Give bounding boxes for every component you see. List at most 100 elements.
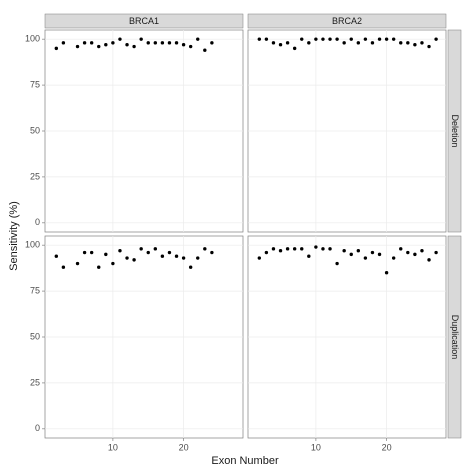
point xyxy=(264,250,269,255)
point xyxy=(399,41,403,45)
point xyxy=(370,41,375,45)
point xyxy=(111,261,115,266)
point xyxy=(377,37,382,41)
point xyxy=(342,41,346,45)
strip xyxy=(447,29,462,233)
point xyxy=(328,37,332,41)
point xyxy=(399,247,403,251)
point xyxy=(434,250,438,255)
point xyxy=(132,258,136,262)
point xyxy=(300,37,304,41)
point xyxy=(167,250,172,255)
point xyxy=(314,245,318,249)
y-tick-label: 25 xyxy=(30,171,40,181)
point xyxy=(307,254,311,258)
point xyxy=(342,248,346,253)
point xyxy=(125,256,129,260)
y-tick-label: 0 xyxy=(35,217,40,227)
point xyxy=(349,37,353,41)
point xyxy=(75,44,80,49)
point xyxy=(61,41,66,45)
x-axis-title: Exon Number xyxy=(211,455,279,467)
point xyxy=(104,252,108,257)
strip xyxy=(447,235,462,439)
point xyxy=(363,37,368,41)
y-tick-label: 75 xyxy=(30,285,40,295)
point xyxy=(278,42,283,47)
point xyxy=(420,41,424,45)
point xyxy=(139,37,143,41)
point xyxy=(160,41,165,45)
strip-label: BRCA2 xyxy=(332,16,362,26)
strip xyxy=(247,13,447,29)
point xyxy=(307,41,311,45)
point xyxy=(384,271,389,275)
point xyxy=(264,37,269,41)
point xyxy=(292,46,297,51)
point xyxy=(174,254,179,258)
point xyxy=(391,256,396,260)
point xyxy=(89,250,94,255)
point xyxy=(370,250,375,255)
point xyxy=(125,42,129,47)
point xyxy=(210,41,214,45)
point xyxy=(434,37,438,41)
x-tick-label: 20 xyxy=(179,442,189,452)
point xyxy=(153,247,158,251)
strip-label: BRCA1 xyxy=(129,16,159,26)
point xyxy=(203,247,207,251)
strip-label: Duplication xyxy=(450,315,460,360)
point xyxy=(406,250,410,255)
point xyxy=(328,247,332,251)
point xyxy=(82,41,87,45)
point xyxy=(356,41,361,45)
point xyxy=(146,250,150,255)
point xyxy=(314,37,318,41)
point xyxy=(54,46,59,51)
y-tick-label: 50 xyxy=(30,331,40,341)
point xyxy=(97,44,101,49)
point xyxy=(257,37,262,41)
x-tick-label: 10 xyxy=(108,442,118,452)
point xyxy=(104,42,108,47)
strip-label: Deletion xyxy=(450,114,460,147)
point xyxy=(278,248,283,253)
point xyxy=(300,247,304,251)
point xyxy=(413,252,417,257)
point xyxy=(427,258,431,262)
point xyxy=(196,37,200,41)
point xyxy=(196,256,200,260)
strip xyxy=(44,13,244,29)
y-tick-label: 25 xyxy=(30,377,40,387)
point xyxy=(188,265,193,269)
point xyxy=(427,44,431,49)
point xyxy=(356,248,361,253)
y-axis-title: Sensitivity (%) xyxy=(8,201,20,271)
point xyxy=(111,41,115,45)
point xyxy=(257,256,262,260)
point xyxy=(82,250,87,255)
point xyxy=(406,41,410,45)
point xyxy=(97,265,101,269)
point xyxy=(54,254,59,258)
point xyxy=(89,41,94,45)
point xyxy=(285,41,290,45)
point xyxy=(271,41,276,45)
point xyxy=(188,44,193,49)
point xyxy=(321,247,325,251)
point xyxy=(285,247,290,251)
y-tick-label: 50 xyxy=(30,125,40,135)
point xyxy=(181,256,186,260)
point xyxy=(210,250,214,255)
point xyxy=(160,254,165,258)
point xyxy=(203,48,207,52)
point xyxy=(292,247,297,251)
x-tick-label: 20 xyxy=(382,442,392,452)
point xyxy=(391,37,396,41)
x-tick-label: 10 xyxy=(311,442,321,452)
point xyxy=(75,261,80,266)
point xyxy=(420,248,424,253)
point xyxy=(321,37,325,41)
y-tick-label: 100 xyxy=(25,240,40,250)
